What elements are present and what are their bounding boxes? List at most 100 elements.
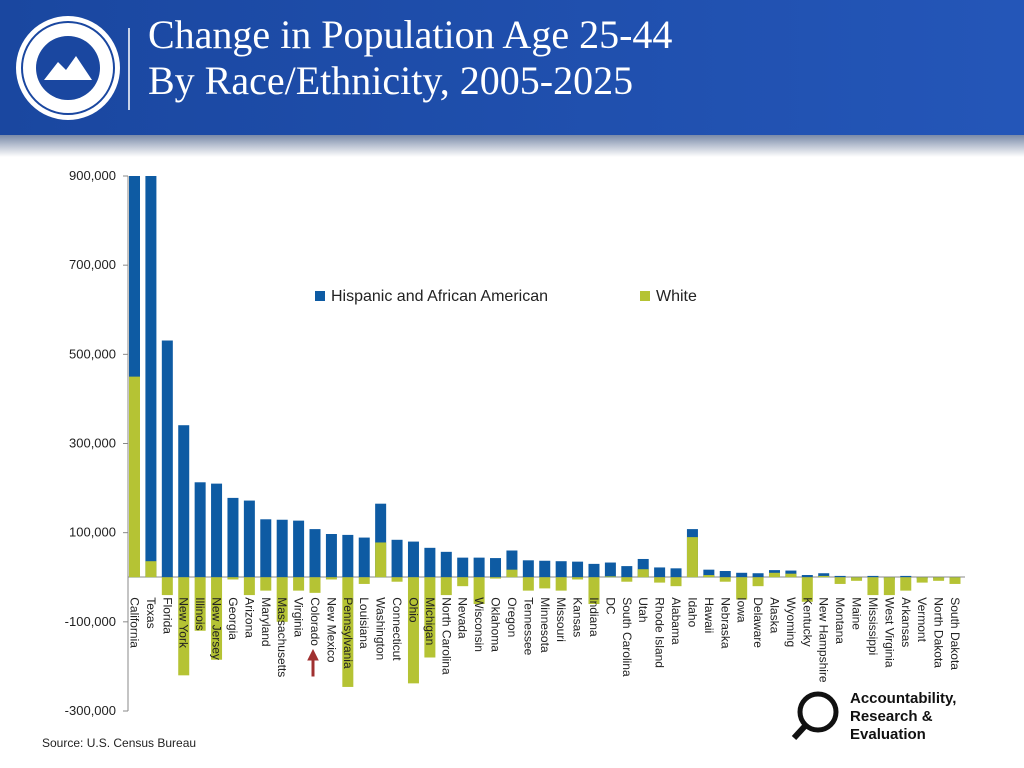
bar: [276, 519, 288, 578]
bar: [621, 577, 633, 582]
bar: [391, 539, 403, 578]
bar: [457, 557, 469, 578]
chart-title-text: By Race/Ethnicity, 2005-2025: [148, 58, 633, 103]
x-tick-label: North Carolina: [439, 597, 453, 675]
y-tick-label: -300,000: [65, 703, 116, 718]
y-tick-label: -100,000: [65, 614, 116, 629]
chart-title-text: Change in Population Age 25-44: [148, 12, 672, 57]
bar: [703, 575, 715, 578]
bar: [129, 376, 140, 578]
bar: [490, 558, 502, 578]
bar: [375, 503, 387, 578]
bar: [473, 557, 485, 578]
x-tick-label: Virginia: [292, 597, 306, 637]
bar: [260, 519, 272, 578]
x-tick-label: Colorado: [308, 597, 322, 646]
legend-label: White: [656, 288, 697, 305]
x-tick-label: New Hampshire: [817, 597, 831, 683]
x-tick-label: Illinois: [193, 597, 207, 630]
bar: [539, 577, 551, 589]
bar: [407, 577, 419, 684]
x-tick-label: Pennsylvania: [341, 597, 355, 669]
bar: [572, 561, 584, 578]
x-tick-label: Nebraska: [718, 597, 732, 649]
x-tick-label: Texas: [144, 597, 158, 628]
bar: [260, 577, 272, 591]
bar: [621, 566, 633, 578]
x-tick-label: Wyoming: [784, 597, 798, 647]
bar: [686, 537, 698, 578]
x-tick-label: West Virginia: [882, 597, 896, 668]
department-logo: [791, 691, 839, 741]
bar: [407, 541, 419, 578]
x-tick-label: Tennessee: [521, 597, 535, 655]
bar: [670, 568, 682, 578]
bar: [604, 576, 616, 578]
bar: [145, 561, 157, 578]
bar: [801, 575, 813, 578]
bar: [867, 577, 879, 596]
bar: [309, 529, 321, 578]
bar: [358, 577, 370, 584]
bar: [375, 542, 387, 578]
x-tick-label: Nevada: [456, 597, 470, 639]
x-tick-label: Maine: [850, 597, 864, 630]
x-tick-label: DC: [603, 597, 617, 615]
x-tick-label: North Dakota: [932, 597, 946, 668]
bar: [161, 577, 173, 596]
bar: [243, 500, 255, 578]
bar: [883, 577, 895, 596]
x-tick-label: Vermont: [915, 597, 929, 642]
x-tick-label: Indiana: [587, 597, 601, 637]
highlight-arrow: [307, 648, 319, 677]
bar: [211, 577, 223, 660]
x-tick-label: Florida: [160, 597, 174, 634]
x-tick-label: Oklahoma: [489, 597, 503, 652]
bar: [161, 340, 173, 578]
bar: [752, 577, 764, 587]
bar: [834, 577, 846, 584]
bar: [424, 577, 436, 658]
bar: [506, 550, 518, 578]
bar: [342, 534, 354, 578]
x-tick-label: Minnesota: [538, 597, 552, 653]
bar: [473, 577, 485, 604]
chart-title: Change in Population Age 25-44 By Race/Et…: [148, 12, 672, 103]
x-tick-label: South Dakota: [948, 597, 962, 670]
bar: [572, 577, 584, 580]
bar: [916, 577, 928, 583]
bar: [424, 547, 436, 578]
bar: [522, 560, 534, 578]
y-tick-label: 100,000: [69, 525, 116, 540]
x-tick-label: Wisconsin: [472, 597, 486, 652]
bar: [539, 560, 551, 578]
bar: [949, 577, 961, 584]
bar: [768, 572, 780, 578]
bar: [194, 482, 206, 578]
bar: [900, 575, 912, 578]
x-tick-label: Connecticut: [390, 597, 404, 661]
bar: [293, 577, 305, 591]
x-tick-label: New York: [177, 597, 191, 649]
district-logo: [16, 16, 120, 120]
bar: [358, 537, 370, 578]
logo-text: Research &: [850, 708, 933, 725]
x-tick-label: Kansas: [571, 597, 585, 637]
bar: [342, 577, 354, 687]
bar: [933, 577, 945, 581]
bar: [555, 561, 567, 578]
bar: [604, 562, 616, 578]
x-tick-label: Georgia: [226, 597, 240, 640]
header-shadow: [0, 135, 1024, 157]
bar: [325, 577, 337, 580]
x-tick-label: Arkansas: [899, 597, 913, 647]
y-tick-label: 500,000: [69, 346, 116, 361]
x-tick-label: Hawaii: [702, 597, 716, 633]
x-tick-label: Montana: [833, 597, 847, 644]
x-tick-label: Mississippi: [866, 597, 880, 655]
bar: [227, 577, 239, 580]
header: [0, 0, 1024, 135]
bar: [293, 520, 305, 578]
x-tick-label: Kentucky: [800, 597, 814, 646]
